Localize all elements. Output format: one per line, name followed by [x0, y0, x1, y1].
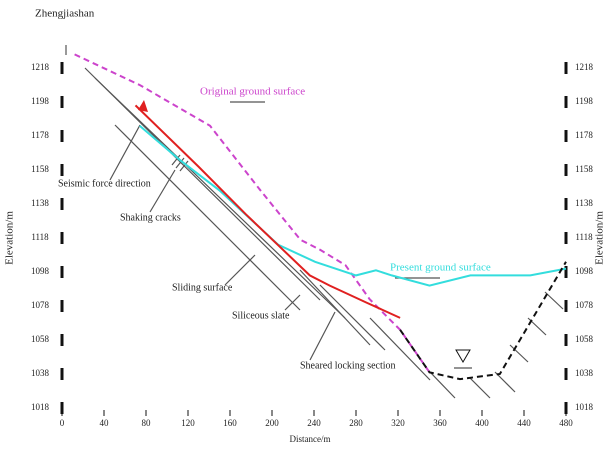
slate-line: [299, 269, 371, 346]
x-tick-label: 120: [181, 418, 195, 428]
x-tick-label: 80: [142, 418, 152, 428]
y-tick-label: 1018: [31, 402, 50, 412]
water-level: [455, 349, 471, 363]
leader: [284, 294, 301, 311]
y2-tick-label: 1078: [575, 300, 594, 310]
series-line: [399, 261, 567, 381]
slate-line: [319, 284, 386, 351]
annotation: Sheared locking section: [300, 360, 396, 371]
leader: [149, 169, 176, 213]
y2-tick-label: 1138: [575, 198, 593, 208]
hatch: [509, 344, 529, 363]
y2-tick-label: 1038: [575, 368, 594, 378]
annotation: Seismic force direction: [58, 178, 151, 189]
series-label: Original ground surface: [200, 86, 305, 98]
hatch: [544, 291, 564, 310]
annotation: Shaking cracks: [120, 212, 181, 223]
x-tick-label: 360: [433, 418, 447, 428]
y-tick-label: 1198: [31, 96, 49, 106]
hatch: [469, 377, 491, 399]
x-tick-label: 440: [517, 418, 531, 428]
x-tick-label: 480: [559, 418, 573, 428]
crack: [179, 160, 189, 172]
x-tick-label: 40: [100, 418, 110, 428]
y2-tick-label: 1218: [575, 62, 594, 72]
y2-tick-label: 1178: [575, 130, 593, 140]
y2-tick-label: 1118: [575, 232, 593, 242]
y-tick-label: 1038: [31, 368, 50, 378]
x-axis-label: Distance/m: [290, 434, 331, 444]
slate-line: [94, 77, 346, 319]
annotation: Sliding surface: [172, 282, 233, 293]
y2-tick-label: 1098: [575, 266, 594, 276]
y-tick-label: 1178: [31, 130, 49, 140]
x-tick-label: 400: [475, 418, 489, 428]
y2-tick-label: 1158: [575, 164, 593, 174]
title: Zhengjiashan: [35, 8, 95, 20]
y2-tick-label: 1198: [575, 96, 593, 106]
y-tick-label: 1138: [31, 198, 49, 208]
leader: [109, 124, 141, 181]
y-tick-label: 1118: [31, 232, 49, 242]
x-tick-label: 240: [307, 418, 321, 428]
slate-line: [114, 124, 301, 311]
y2-axis-label: Elevation/m: [594, 211, 606, 265]
crack: [175, 157, 185, 169]
x-tick-label: 280: [349, 418, 363, 428]
crack: [171, 154, 181, 166]
y-axis-label: Elevation/m: [4, 211, 16, 265]
x-tick-label: 320: [391, 418, 405, 428]
series-line: [74, 53, 431, 373]
y2-tick-label: 1018: [575, 402, 594, 412]
x-tick-label: 200: [265, 418, 279, 428]
annotation: Siliceous slate: [232, 310, 290, 321]
y2-tick-label: 1058: [575, 334, 594, 344]
hatch: [494, 371, 516, 393]
x-tick-label: 160: [223, 418, 237, 428]
slate-line: [369, 317, 431, 381]
y-tick-label: 1158: [31, 164, 49, 174]
x-tick-label: 0: [60, 418, 65, 428]
y-tick-label: 1218: [31, 62, 50, 72]
series-label: Present ground surface: [390, 262, 491, 274]
leader: [309, 311, 336, 361]
y-tick-label: 1098: [31, 266, 50, 276]
leader: [224, 254, 256, 286]
series-line: [139, 125, 567, 287]
series-line: [134, 104, 401, 319]
y-tick-label: 1058: [31, 334, 50, 344]
y-tick-label: 1078: [31, 300, 50, 310]
hatch: [429, 371, 456, 399]
